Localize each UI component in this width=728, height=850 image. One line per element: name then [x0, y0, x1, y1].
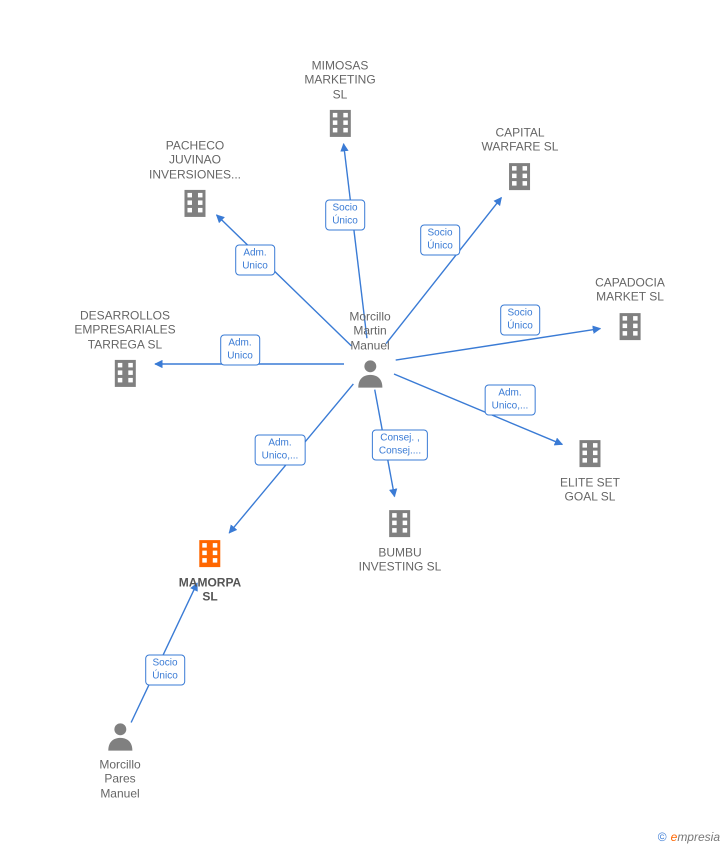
node-bumbu[interactable]: BUMBU INVESTING SL	[359, 506, 442, 575]
diagram-canvas: Morcillo Martin Manuel MIMOSAS MARKETING…	[0, 0, 728, 850]
node-eliteset[interactable]: ELITE SET GOAL SL	[560, 436, 620, 505]
node-capital[interactable]: CAPITAL WARFARE SL	[482, 126, 559, 195]
node-label: BUMBU INVESTING SL	[359, 546, 442, 575]
node-label: Morcillo Pares Manuel	[99, 757, 140, 800]
edge-label: Adm. Unico,...	[255, 435, 306, 466]
node-center-person[interactable]: Morcillo Martin Manuel	[349, 309, 390, 390]
edge-label: Socio Único	[420, 225, 460, 256]
person-icon	[103, 719, 137, 753]
edge-line	[217, 215, 352, 346]
building-icon	[322, 106, 358, 142]
node-mamorpa[interactable]: MAMORPA SL	[179, 536, 241, 605]
footer-credit: © empresia	[658, 830, 720, 844]
building-icon	[107, 356, 143, 392]
edge-label: Consej. , Consej....	[372, 430, 428, 461]
node-desarrollos[interactable]: DESARROLLOS EMPRESARIALES TARREGA SL	[74, 308, 175, 391]
brand-rest: mpresia	[677, 830, 720, 844]
node-label: MAMORPA SL	[179, 576, 241, 605]
edge-label: Socio Único	[145, 655, 185, 686]
brand-name: empresia	[671, 830, 720, 844]
node-label: MIMOSAS MARKETING SL	[304, 58, 375, 101]
node-pacheco[interactable]: PACHECO JUVINAO INVERSIONES...	[149, 138, 241, 221]
node-label: CAPADOCIA MARKET SL	[595, 276, 665, 305]
node-pares[interactable]: Morcillo Pares Manuel	[99, 719, 140, 800]
copyright-symbol: ©	[658, 830, 667, 844]
person-icon	[353, 357, 387, 391]
node-label: PACHECO JUVINAO INVERSIONES...	[149, 138, 241, 181]
node-label: Morcillo Martin Manuel	[349, 309, 390, 352]
edge-label: Adm. Unico,...	[485, 385, 536, 416]
node-label: DESARROLLOS EMPRESARIALES TARREGA SL	[74, 308, 175, 351]
building-icon	[572, 436, 608, 472]
building-icon	[382, 506, 418, 542]
edge-label: Adm. Unico	[235, 245, 275, 276]
edge-label: Socio Único	[500, 305, 540, 336]
building-icon	[612, 308, 648, 344]
node-mimosas[interactable]: MIMOSAS MARKETING SL	[304, 58, 375, 141]
node-label: ELITE SET GOAL SL	[560, 476, 620, 505]
node-capadocia[interactable]: CAPADOCIA MARKET SL	[595, 276, 665, 345]
edge-line	[396, 329, 601, 360]
edge-label: Adm. Unico	[220, 335, 260, 366]
node-label: CAPITAL WARFARE SL	[482, 126, 559, 155]
building-icon	[177, 186, 213, 222]
edge-line	[386, 198, 501, 344]
building-icon	[192, 536, 228, 572]
building-icon	[502, 158, 538, 194]
edge-label: Socio Único	[325, 200, 365, 231]
